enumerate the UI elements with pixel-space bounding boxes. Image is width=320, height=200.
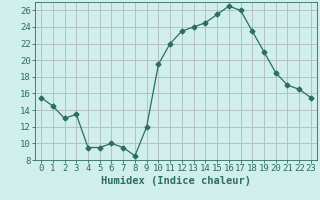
X-axis label: Humidex (Indice chaleur): Humidex (Indice chaleur) [101, 176, 251, 186]
